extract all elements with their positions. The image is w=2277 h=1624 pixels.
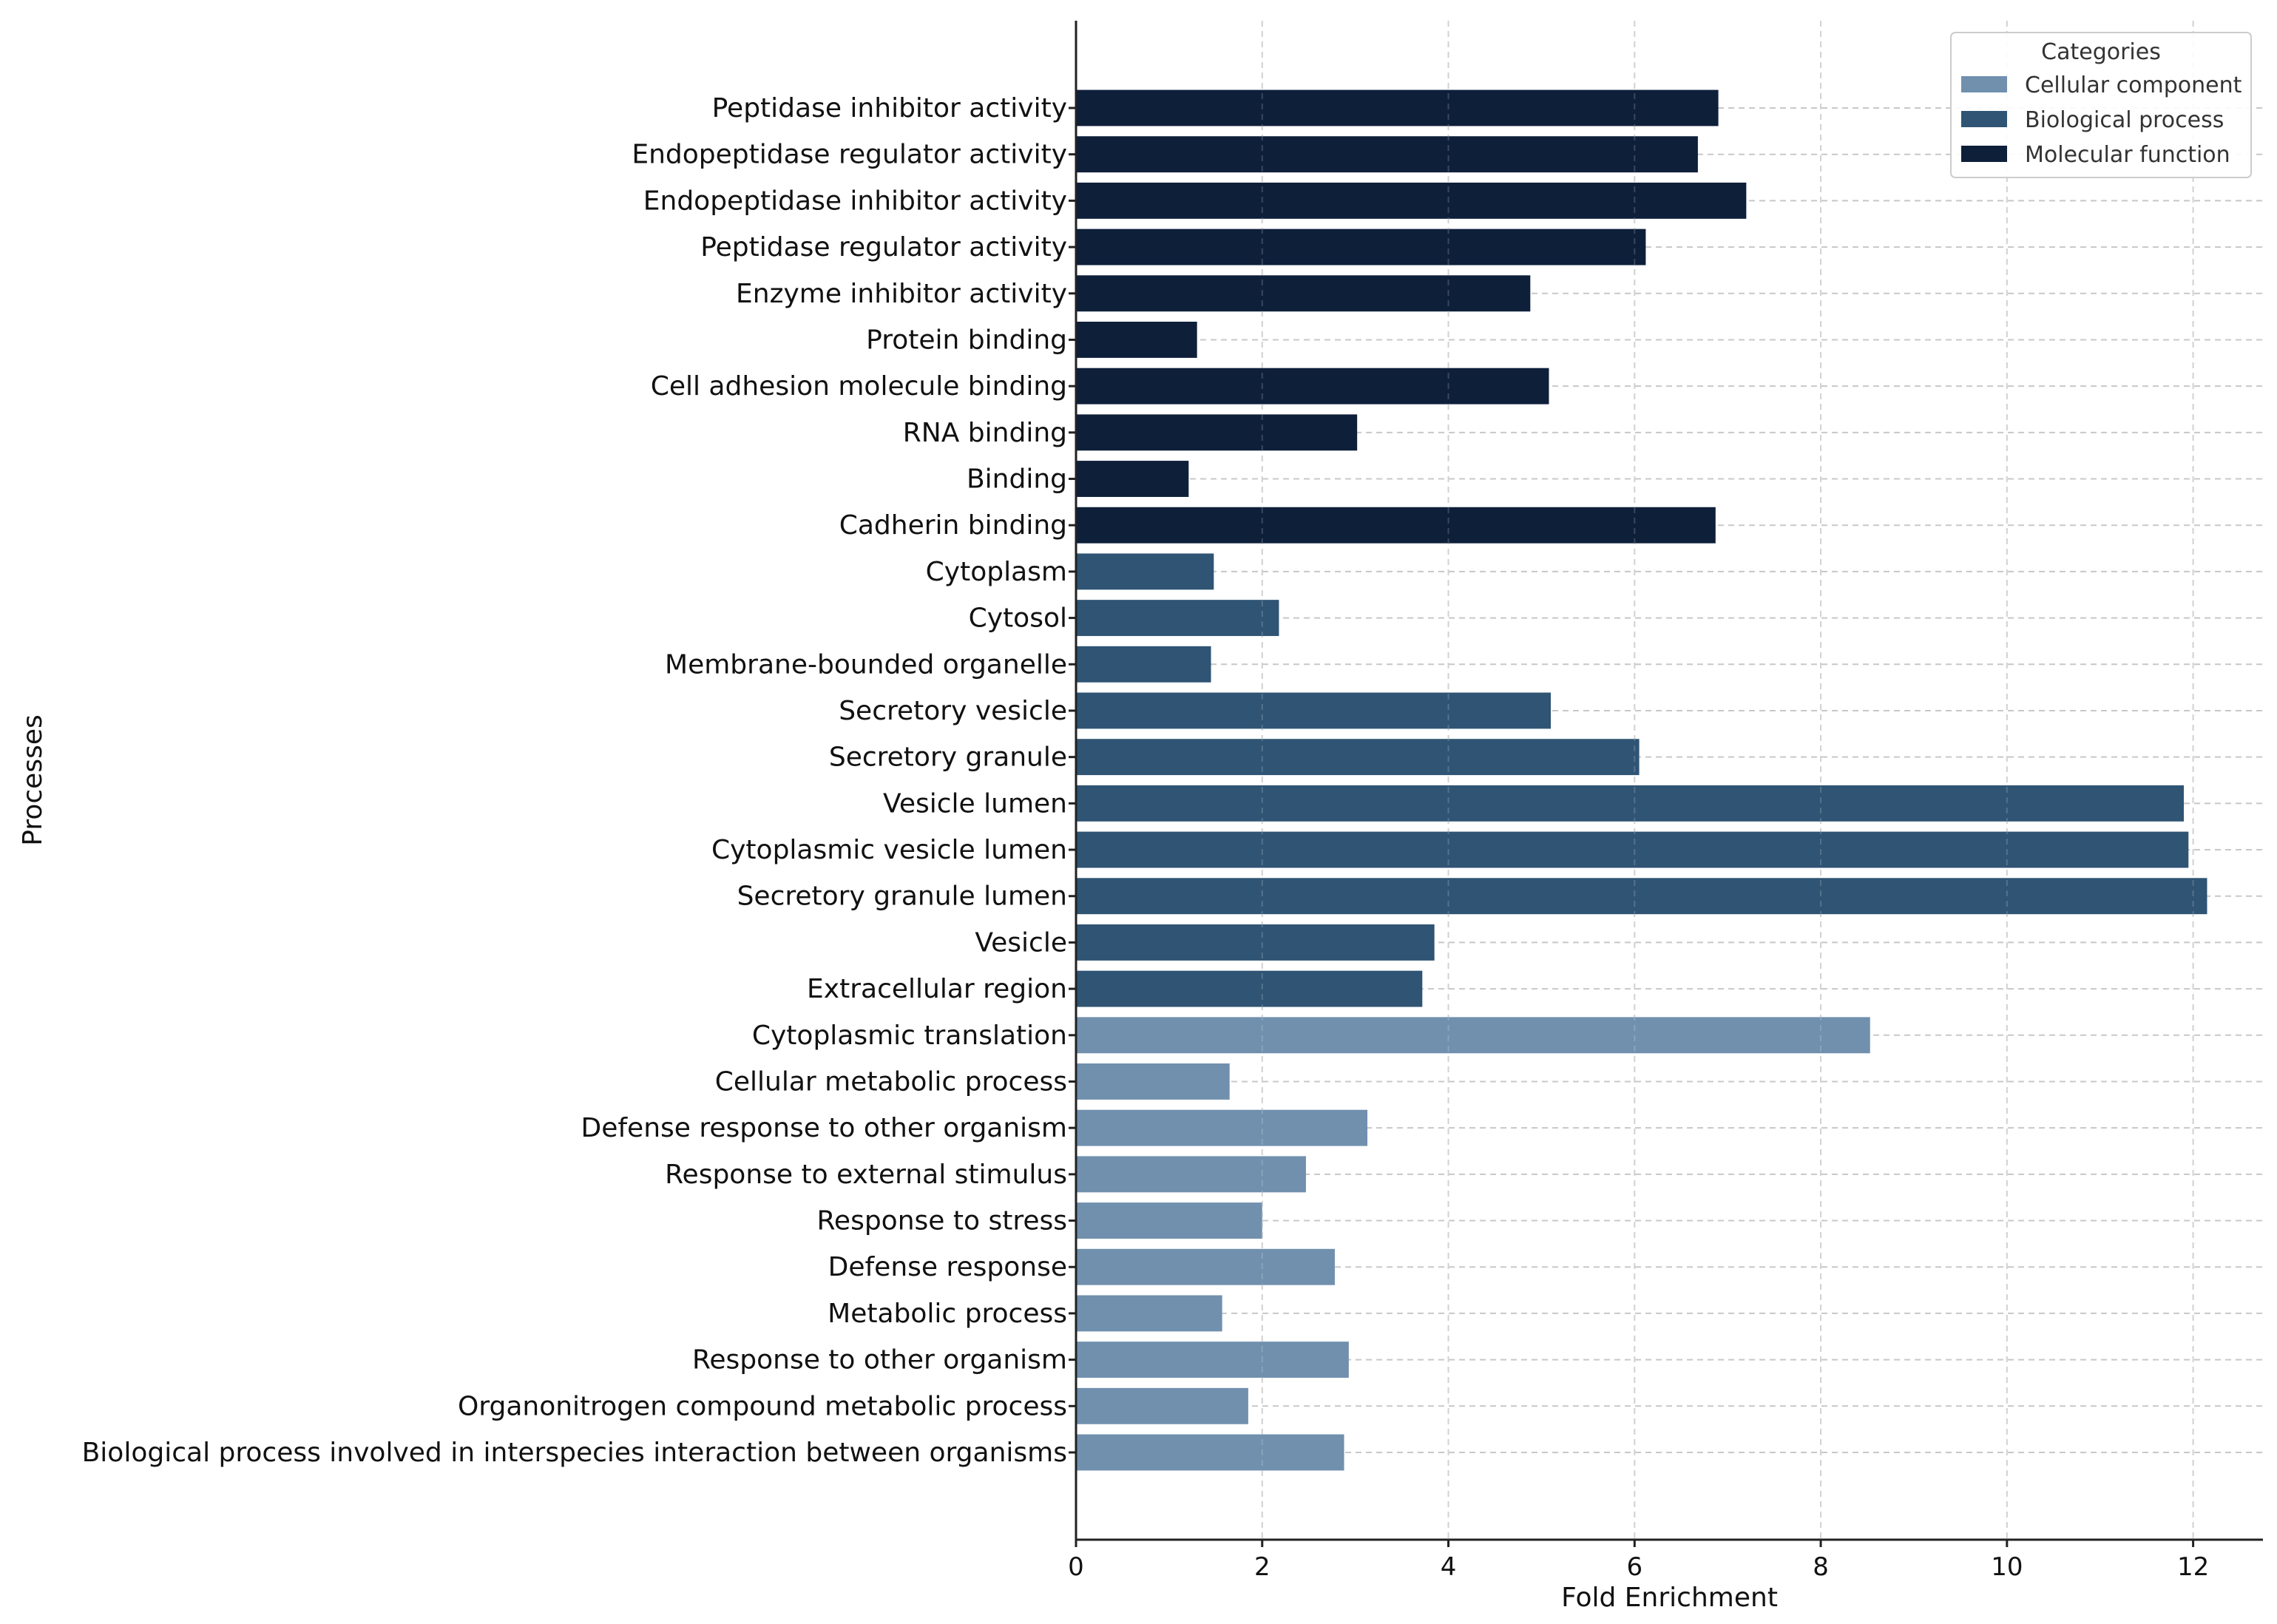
bar-21: [1076, 1063, 1230, 1100]
legend-swatch-2: [1961, 146, 2007, 162]
category-label-6: Cell adhesion molecule binding: [651, 371, 1067, 402]
bar-19: [1076, 970, 1423, 1007]
category-label-4: Enzyme inhibitor activity: [736, 279, 1067, 309]
category-label-20: Cytoplasmic translation: [752, 1021, 1067, 1051]
x-tick-label-5: 10: [1991, 1552, 2023, 1582]
category-label-17: Secretory granule lumen: [737, 882, 1067, 912]
category-label-29: Biological process involved in interspec…: [82, 1438, 1067, 1468]
category-label-12: Membrane-bounded organelle: [665, 649, 1067, 680]
bar-14: [1076, 739, 1640, 776]
x-tick-label-4: 8: [1813, 1552, 1829, 1582]
category-label-26: Metabolic process: [828, 1299, 1067, 1329]
category-label-3: Peptidase regulator activity: [700, 232, 1067, 263]
bar-22: [1076, 1109, 1368, 1146]
bar-26: [1076, 1295, 1222, 1332]
bar-15: [1076, 785, 2184, 822]
bar-13: [1076, 692, 1551, 729]
x-tick-label-1: 2: [1254, 1552, 1271, 1582]
category-label-9: Cadherin binding: [839, 510, 1067, 541]
bar-2: [1076, 182, 1747, 219]
bar-10: [1076, 553, 1214, 590]
legend-box: [1950, 32, 2252, 178]
bar-29: [1076, 1434, 1344, 1471]
category-label-10: Cytoplasm: [926, 557, 1067, 587]
category-label-16: Cytoplasmic vesicle lumen: [711, 835, 1067, 865]
category-label-25: Defense response: [828, 1252, 1067, 1282]
legend-swatch-0: [1961, 76, 2007, 92]
bar-0: [1076, 89, 1719, 126]
legend: Categories Cellular component Biological …: [1950, 32, 2252, 178]
category-label-19: Extracellular region: [807, 974, 1067, 1004]
bar-24: [1076, 1202, 1262, 1239]
legend-label-0: Cellular component: [2025, 72, 2242, 98]
category-label-21: Cellular metabolic process: [715, 1066, 1067, 1097]
x-tick-label-2: 4: [1441, 1552, 1457, 1582]
category-label-0: Peptidase inhibitor activity: [712, 93, 1067, 124]
bar-7: [1076, 414, 1358, 451]
category-label-23: Response to external stimulus: [665, 1160, 1067, 1190]
x-axis-title: Fold Enrichment: [1561, 1583, 1778, 1613]
legend-swatch-1: [1961, 111, 2007, 127]
x-tick-label-3: 6: [1626, 1552, 1642, 1582]
category-label-7: RNA binding: [903, 418, 1067, 448]
y-category-labels: Peptidase inhibitor activity Endopeptidas…: [82, 93, 1076, 1468]
grid-overlay: [1261, 21, 2194, 1540]
category-label-14: Secretory granule: [829, 742, 1067, 773]
category-label-11: Cytosol: [969, 603, 1067, 634]
category-label-15: Vesicle lumen: [883, 788, 1067, 819]
bar-1: [1076, 136, 1698, 173]
legend-label-2: Molecular function: [2025, 142, 2230, 168]
bars: [1076, 21, 2207, 1540]
bar-18: [1076, 924, 1435, 961]
axes: [1075, 21, 2263, 1541]
category-label-13: Secretory vesicle: [839, 696, 1067, 726]
bar-20: [1076, 1017, 1870, 1054]
x-tick-label-0: 0: [1068, 1552, 1084, 1582]
category-label-2: Endopeptidase inhibitor activity: [643, 186, 1067, 216]
category-label-8: Binding: [967, 464, 1067, 495]
y-axis-title: Processes: [18, 714, 48, 845]
bar-12: [1076, 646, 1211, 683]
category-label-1: Endopeptidase regulator activity: [632, 140, 1067, 170]
bar-23: [1076, 1156, 1306, 1193]
legend-label-1: Biological process: [2025, 107, 2224, 133]
bar-5: [1076, 321, 1197, 358]
bar-9: [1076, 507, 1716, 544]
category-label-22: Defense response to other organism: [581, 1113, 1068, 1143]
bar-28: [1076, 1387, 1248, 1424]
bar-17: [1076, 878, 2207, 915]
bar-16: [1076, 831, 2189, 868]
bar-11: [1076, 600, 1279, 637]
x-tick-labels: 0 2 4 6 8 10 12: [1068, 1540, 2209, 1582]
legend-entries: Cellular component Biological process Mole…: [1961, 72, 2242, 168]
x-tick-label-6: 12: [2177, 1552, 2209, 1582]
bar-27: [1076, 1342, 1349, 1378]
category-label-5: Protein binding: [866, 325, 1067, 355]
legend-title: Categories: [2041, 39, 2161, 65]
bar-6: [1076, 368, 1549, 405]
category-label-18: Vesicle: [975, 927, 1067, 958]
bar-4: [1076, 275, 1531, 312]
bar-25: [1076, 1248, 1335, 1285]
bar-3: [1076, 229, 1646, 265]
bar-8: [1076, 461, 1189, 497]
category-label-27: Response to other organism: [692, 1345, 1067, 1376]
category-label-24: Response to stress: [817, 1206, 1067, 1236]
category-label-28: Organonitrogen compound metabolic proces…: [458, 1391, 1067, 1421]
